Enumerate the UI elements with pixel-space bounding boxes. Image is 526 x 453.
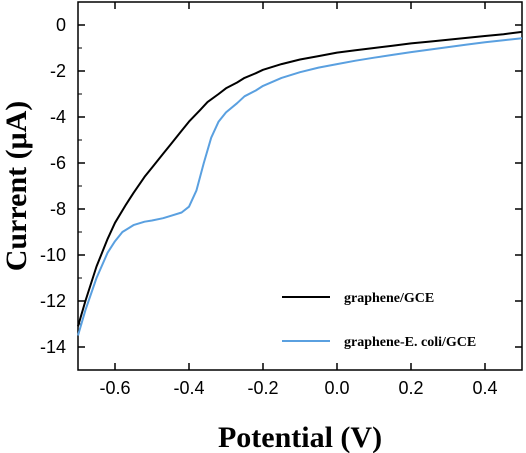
- series-line-1: [77, 30, 523, 327]
- x-tick-label: 0.2: [398, 378, 423, 398]
- x-tick-label: -0.4: [173, 378, 204, 398]
- y-tick-label: -14: [40, 337, 66, 357]
- y-tick-label: -8: [50, 199, 66, 219]
- y-axis-title: Current (μA): [0, 101, 33, 272]
- y-tick-label: -6: [50, 153, 66, 173]
- y-tick-label: -12: [40, 291, 66, 311]
- plot-area-border: [77, 1, 523, 371]
- plot-frame: [77, 1, 523, 371]
- series-line-2: [77, 37, 523, 336]
- x-tick-label: 0.4: [472, 378, 497, 398]
- series-layer: [77, 30, 523, 336]
- x-tick-label: -0.2: [247, 378, 278, 398]
- y-tick-label: -10: [40, 245, 66, 265]
- x-tick-label: 0.0: [324, 378, 349, 398]
- y-axis-ticks: 0 -2 -4 -6 -8 -10 -12 -14: [40, 1, 522, 357]
- legend-label-2: graphene-E. coli/GCE: [344, 335, 476, 350]
- y-tick-label: 0: [56, 15, 66, 35]
- legend-label-1: graphene/GCE: [344, 291, 434, 306]
- x-tick-label: -0.6: [99, 378, 130, 398]
- legend: graphene/GCE graphene-E. coli/GCE: [282, 291, 476, 350]
- y-tick-label: -2: [50, 61, 66, 81]
- x-axis-title: Potential (V): [218, 421, 382, 453]
- y-tick-label: -4: [50, 107, 66, 127]
- x-axis-ticks: -0.6 -0.4 -0.2 0.0 0.2 0.4: [99, 2, 498, 398]
